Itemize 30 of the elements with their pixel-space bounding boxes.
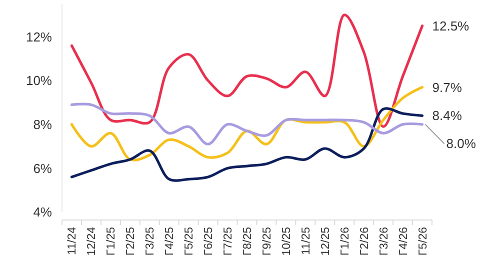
y-tick-label: 10% xyxy=(26,73,52,88)
line-series xyxy=(70,102,424,146)
data-label: 8.4% xyxy=(432,108,462,124)
y-tick-label: 6% xyxy=(33,160,52,176)
x-tick-label: 10/25 xyxy=(280,227,293,256)
x-tick-label: Г3/26 xyxy=(378,227,390,256)
x-tick-label: Г5/25 xyxy=(184,227,196,256)
y-tick-label: 4% xyxy=(33,204,52,220)
x-tick-label: 12/25 xyxy=(320,227,332,256)
x-tick-label: 11/24 xyxy=(66,226,79,255)
x-tick-label: Г1/25 xyxy=(106,227,118,256)
x-tick-label: Г6/25 xyxy=(203,227,216,256)
x-tick-label: 11/25 xyxy=(300,227,312,255)
data-label: 9.7% xyxy=(432,80,462,95)
data-label: 8.0% xyxy=(446,136,476,152)
x-tick-label: Г9/25 xyxy=(261,227,274,256)
line-series xyxy=(70,14,424,128)
data-label: 12.5% xyxy=(432,18,470,34)
x-tick-label: Г7/25 xyxy=(222,227,235,256)
x-tick-label: Г5/26 xyxy=(417,227,430,256)
y-tick-label: 12% xyxy=(26,29,52,44)
x-tick-label: Г3/25 xyxy=(144,227,157,256)
x-tick-label: Г4/25 xyxy=(164,227,176,256)
x-tick-label: Г8/25 xyxy=(242,227,254,256)
x-tick-label: Г4/26 xyxy=(398,227,410,256)
x-tick-label: 12/24 xyxy=(86,226,98,256)
x-tick-label: Г2/25 xyxy=(125,227,138,256)
y-tick-label: 8% xyxy=(33,116,52,132)
x-tick-label: Г2/26 xyxy=(358,227,371,256)
x-tick-label: Г1/26 xyxy=(339,227,352,256)
